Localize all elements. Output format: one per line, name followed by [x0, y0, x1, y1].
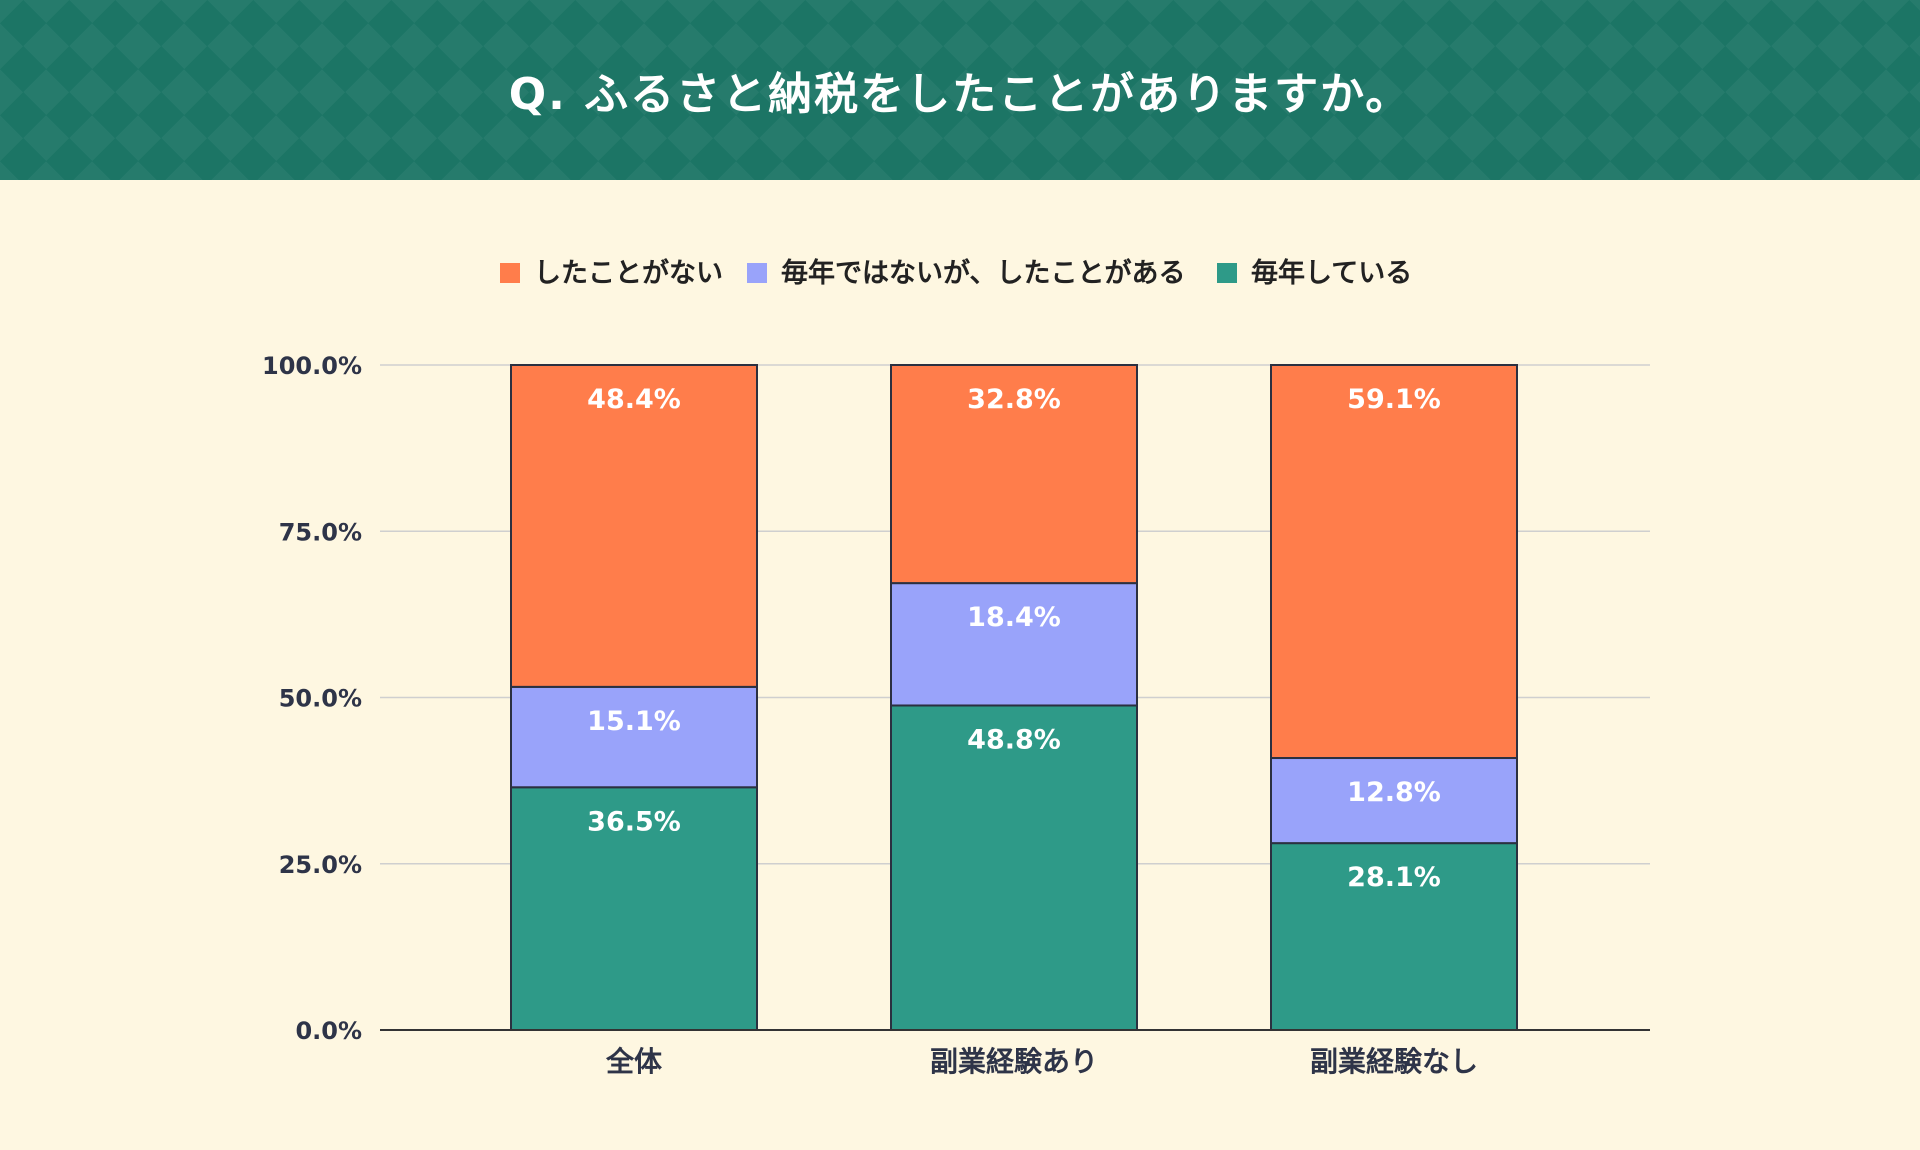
bar-segment: [890, 364, 1138, 585]
legend-item: したことがない: [500, 257, 723, 289]
data-label: 18.4%: [967, 602, 1061, 633]
bar-segment: [890, 704, 1138, 1031]
bar-segment: [510, 786, 758, 1032]
chart-title: Q. ふるさと納税をしたことがありますか。: [508, 69, 1412, 120]
legend-swatch: [1217, 263, 1237, 283]
data-label: 15.1%: [587, 706, 681, 737]
legend-label: 毎年ではないが、したことがある: [781, 257, 1185, 289]
header-banner: [0, 0, 1920, 180]
bar-stack: [1270, 364, 1518, 1032]
y-axis: 0.0% 25.0% 50.0% 75.0% 100.0%: [262, 352, 362, 1045]
bars: [510, 364, 1518, 1032]
data-label: 32.8%: [967, 384, 1061, 415]
bar-stack: [510, 364, 758, 1032]
data-label: 36.5%: [587, 806, 681, 837]
bar-segment: [510, 364, 758, 688]
y-tick-label: 0.0%: [295, 1017, 362, 1045]
data-label: 28.1%: [1347, 862, 1441, 893]
x-category-label: 副業経験なし: [1310, 1045, 1478, 1078]
legend-label: したことがない: [534, 257, 723, 289]
y-tick-label: 75.0%: [279, 518, 362, 546]
bar-segment: [1270, 364, 1518, 760]
bar-segment: [510, 685, 758, 789]
legend: したことがない 毎年ではないが、したことがある 毎年している: [500, 257, 1412, 289]
data-label: 12.8%: [1347, 777, 1441, 808]
legend-swatch: [500, 263, 520, 283]
legend-swatch: [747, 263, 767, 283]
data-labels: 36.5% 15.1% 48.4% 48.8% 18.4% 32.8% 28.1% 12.8%…: [587, 384, 1441, 893]
legend-item: 毎年ではないが、したことがある: [747, 257, 1185, 289]
x-category-label: 全体: [605, 1045, 663, 1078]
legend-item: 毎年している: [1217, 257, 1412, 289]
legend-label: 毎年している: [1251, 257, 1412, 289]
data-label: 48.8%: [967, 724, 1061, 755]
y-tick-label: 100.0%: [262, 352, 362, 380]
bar-stack: [890, 364, 1138, 1031]
x-axis: 全体 副業経験あり 副業経験なし: [380, 1029, 1650, 1078]
y-tick-label: 25.0%: [279, 851, 362, 879]
data-label: 48.4%: [587, 384, 681, 415]
bar-segment: [1270, 757, 1518, 845]
data-label: 59.1%: [1347, 384, 1441, 415]
x-category-label: 副業経験あり: [930, 1045, 1098, 1078]
y-tick-label: 50.0%: [279, 685, 362, 713]
bar-segment: [890, 582, 1138, 707]
